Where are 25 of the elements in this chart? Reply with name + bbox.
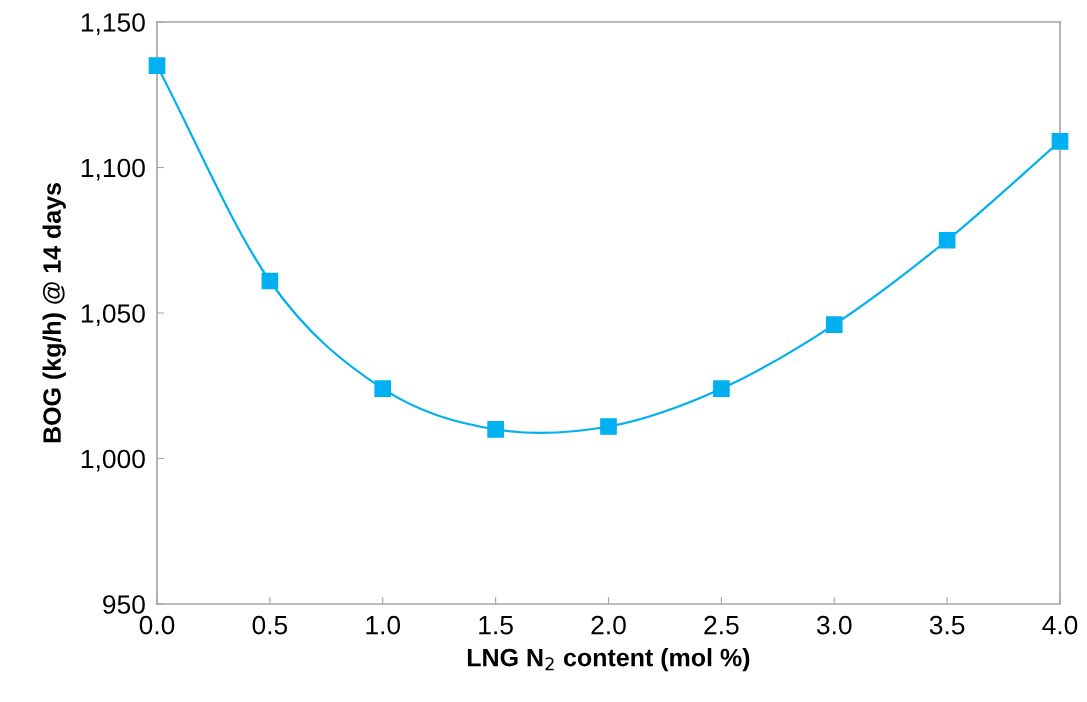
x-tick-label: 1.0 (366, 615, 401, 635)
point (600, 418, 617, 435)
x-axis-title: LNG N$_{2}$ content (mol %) (467, 648, 750, 672)
x-tick-label: 2.0 (591, 615, 626, 635)
y-tick-label: 1,150 (81, 13, 145, 35)
y-tick-label: 1,050 (81, 304, 145, 326)
point (261, 272, 279, 290)
y-tick-label: 950 (103, 595, 145, 614)
x-tick-label: 3.5 (929, 615, 965, 635)
x-tick-label: 1.5 (479, 616, 513, 635)
point (487, 421, 504, 438)
x-tick-label: 3.0 (816, 615, 852, 635)
point (713, 380, 730, 397)
point (938, 231, 956, 249)
y-axis-title: BOG (kg/h) @ 14 days (42, 183, 66, 443)
point (1051, 132, 1069, 150)
y-tick-label: 1,100 (81, 158, 145, 181)
y-tick-label: 1,000 (81, 449, 145, 472)
x-tick-label: 4.0 (1042, 615, 1078, 635)
x-tick-label: 0.5 (252, 615, 288, 635)
x-tick-label: 2.5 (704, 615, 739, 635)
point (148, 57, 166, 74)
point (374, 380, 392, 397)
point (825, 316, 843, 333)
x-tick-label: 0.0 (139, 615, 175, 635)
